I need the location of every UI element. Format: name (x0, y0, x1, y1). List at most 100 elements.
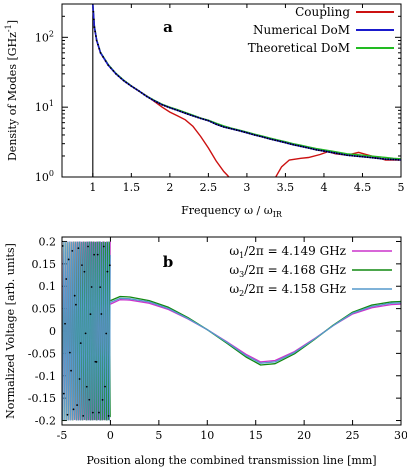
data-point-a (145, 95, 148, 98)
data-point-a (276, 139, 279, 142)
data-point-b (68, 351, 71, 354)
data-point-a (266, 137, 269, 140)
data-point-a (207, 119, 210, 122)
data-point-a (251, 133, 253, 136)
y-tick-label-b: 0.2 (39, 235, 57, 248)
series-line-a (274, 150, 401, 177)
y-tick-label-a: 101 (35, 99, 54, 114)
y-tick-label-b: 0 (49, 325, 56, 338)
data-point-b (95, 361, 98, 363)
data-point-a (194, 115, 197, 118)
data-point-a (222, 126, 225, 128)
data-point-a (98, 47, 101, 50)
data-point-a (235, 129, 238, 131)
data-point-a (359, 155, 361, 158)
data-point-b (107, 415, 110, 417)
legend-omega: ω (229, 263, 239, 277)
data-point-a (210, 120, 212, 123)
data-point-a (225, 126, 228, 129)
x-tick-label-a: 4.5 (354, 181, 372, 194)
legend-rest: /2π = 4.158 GHz (244, 282, 346, 296)
data-point-a (274, 139, 277, 142)
x-tick-label-b: 15 (249, 429, 263, 442)
data-point-a (389, 158, 392, 161)
x-tick-label-a: 4 (320, 181, 327, 194)
data-point-a (163, 104, 166, 107)
data-point-b (79, 342, 82, 345)
data-point-a (351, 154, 354, 157)
y-label-main: Density of Modes [GHz (6, 32, 19, 161)
data-point-a (346, 154, 348, 157)
data-point-a (294, 144, 297, 147)
data-point-a (315, 148, 318, 151)
y-tick-label-a: 100 (35, 169, 54, 184)
data-point-a (374, 157, 377, 159)
data-point-b (88, 398, 91, 401)
x-tick-label-b: 25 (346, 429, 360, 442)
data-point-a (125, 81, 128, 84)
data-point-a (120, 77, 122, 80)
data-point-a (158, 102, 161, 105)
legend-label-b: ω1/2π = 4.149 GHz (229, 244, 346, 260)
y-tick-label-a: 102 (35, 29, 54, 44)
y-tick-label-b: 0.15 (32, 258, 57, 271)
data-point-a (297, 144, 300, 147)
y-tick-label-b: -0.05 (28, 347, 56, 360)
y-tick-label-b: 0.1 (39, 280, 57, 293)
legend-sub: 3 (239, 270, 244, 279)
data-point-a (335, 152, 338, 155)
x-tick-label-a: 3.5 (277, 181, 295, 194)
data-point-a (215, 123, 217, 126)
x-tick-label-a: 5 (398, 181, 405, 194)
data-point-a (387, 158, 390, 161)
data-point-a (302, 145, 305, 148)
data-point-b (98, 411, 100, 414)
x-tick-label-b: 20 (297, 429, 311, 442)
data-point-b (99, 286, 102, 289)
data-point-a (246, 131, 248, 134)
panel-label-b: b (163, 253, 174, 271)
series-line-b (110, 295, 401, 366)
data-point-a (109, 67, 112, 69)
data-point-a (307, 147, 310, 149)
data-point-b (67, 258, 70, 261)
data-point-b (105, 332, 108, 335)
data-point-a (97, 43, 99, 46)
data-point-a (284, 141, 287, 144)
data-point-b (82, 415, 85, 417)
y-tick-exp: 0 (49, 169, 54, 178)
data-point-a (258, 135, 261, 138)
x-tick-label-a: 3 (243, 181, 250, 194)
data-point-a (292, 143, 295, 146)
data-point-a (248, 132, 251, 135)
data-point-a (140, 91, 143, 94)
data-point-b (66, 413, 69, 416)
series-group-a (91, 4, 401, 177)
x-tick-label-a: 2.5 (200, 181, 218, 194)
data-point-a (325, 150, 328, 153)
data-point-a (353, 155, 356, 157)
data-point-a (228, 127, 230, 130)
data-point-a (328, 151, 330, 153)
data-point-b (62, 392, 65, 395)
legend-rest: /2π = 4.168 GHz (244, 263, 346, 277)
data-point-b (83, 270, 86, 273)
y-axis-label-a: Density of Modes [GHz-1] (4, 20, 19, 161)
legend-label-a: Coupling (295, 5, 350, 19)
legend-sub: 1 (239, 251, 244, 260)
y-tick-base: 10 (35, 171, 49, 184)
data-point-a (356, 155, 359, 158)
data-point-a (382, 157, 384, 160)
data-point-a (341, 153, 343, 156)
data-point-b (65, 278, 68, 280)
data-point-a (143, 93, 146, 96)
data-point-a (166, 105, 169, 108)
x-tick-label-b: 5 (155, 429, 162, 442)
data-point-b (89, 313, 92, 316)
fast-oscillation-line (62, 241, 111, 421)
data-point-a (379, 157, 382, 160)
x-tick-label-b: -5 (57, 429, 68, 442)
data-point-a (117, 75, 120, 77)
data-point-a (153, 99, 156, 102)
